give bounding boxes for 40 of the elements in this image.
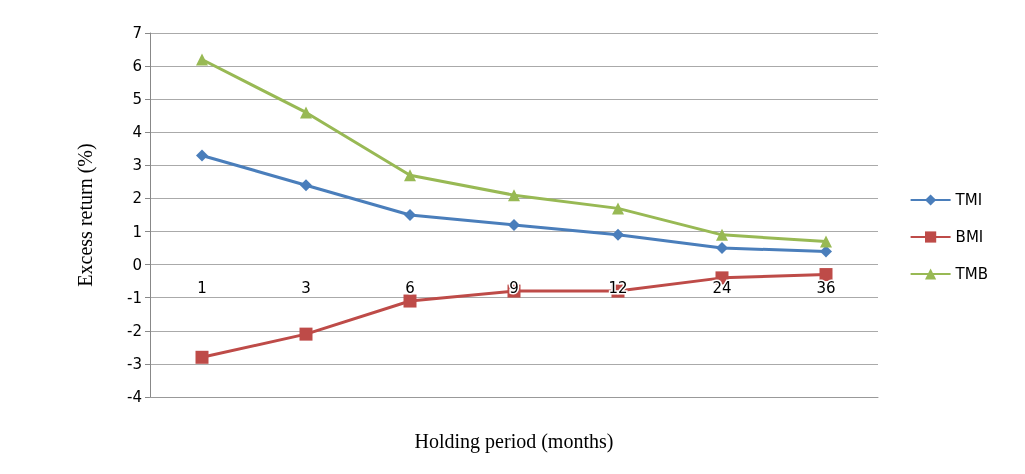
y-tick-label: 3	[132, 156, 142, 175]
point	[404, 209, 416, 221]
y-tick-label: 0	[132, 255, 142, 274]
point	[716, 242, 728, 255]
y-tick-label: -3	[127, 354, 142, 373]
point	[195, 350, 209, 364]
y-tick-label: -4	[127, 388, 142, 406]
y-tick-label: 2	[132, 189, 142, 208]
y-tick-label: 1	[132, 222, 142, 241]
point	[404, 169, 416, 182]
x-tick-label: 24	[712, 279, 732, 298]
point	[403, 294, 417, 308]
y-tick-label: 7	[132, 24, 142, 42]
x-tick-label: 3	[301, 279, 311, 298]
point	[820, 235, 832, 248]
x-axis-title: Holding period (months)	[414, 430, 614, 453]
y-tick-label: -1	[127, 288, 142, 307]
y-tick-label: 4	[132, 123, 142, 142]
point	[299, 327, 313, 341]
x-tick-label: 36	[816, 279, 836, 298]
legend-label: TMB	[954, 265, 989, 283]
point	[300, 179, 312, 192]
y-tick-label: 6	[132, 57, 142, 76]
y-tick-label: 5	[132, 90, 142, 109]
point	[196, 149, 208, 162]
point	[508, 218, 520, 231]
legend-label: BMI	[955, 228, 984, 246]
y-tick-label: -2	[127, 321, 142, 340]
x-tick-label: 1	[197, 279, 207, 298]
legend-label: TMI	[954, 191, 983, 209]
point	[508, 189, 520, 202]
point	[612, 228, 624, 241]
point	[612, 202, 624, 215]
point	[196, 53, 208, 66]
x-tick-label: 6	[405, 279, 415, 298]
point	[716, 228, 728, 241]
y-axis-title: Excess return (%)	[74, 143, 97, 287]
x-tick-label: 12	[608, 279, 628, 298]
point	[300, 106, 312, 119]
x-tick-label: 9	[509, 279, 519, 298]
